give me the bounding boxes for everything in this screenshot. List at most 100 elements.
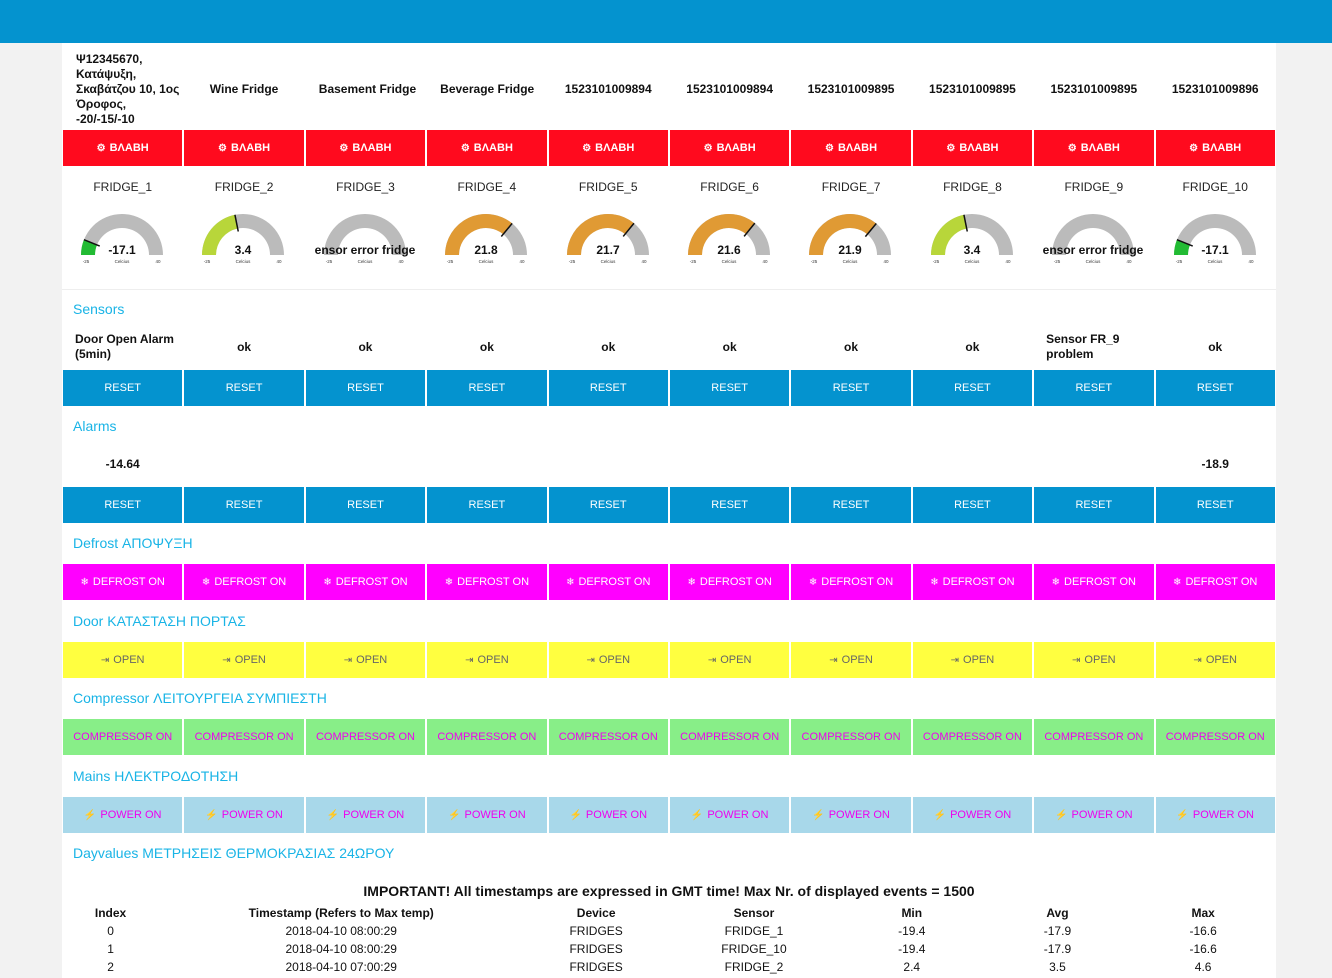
section-title-mains: Mains ΗΛΕΚΤΡΟΔΟΤΗΣΗ <box>73 768 239 784</box>
button-cell: ⇥ OPEN <box>183 642 304 678</box>
table-header-cell: Index <box>94 906 127 920</box>
button-cell: RESET <box>183 370 304 406</box>
compressor-button[interactable]: COMPRESSOR ON <box>669 719 790 755</box>
alarm-reset-button[interactable]: RESET <box>548 487 668 523</box>
alarm-reset-button[interactable]: RESET <box>184 487 304 523</box>
sensor-reset-button[interactable]: RESET <box>669 370 790 406</box>
power-button[interactable]: ⚡ POWER ON <box>912 797 1033 833</box>
compressor-button[interactable]: COMPRESSOR ON <box>791 719 911 755</box>
fridge-name: Ψ12345670, Κατάψυξη, Σκαβάτζου 10, 1ος Ό… <box>76 51 180 126</box>
defrost-icon: ❄ <box>566 576 575 588</box>
door-button[interactable]: ⇥ OPEN <box>548 642 668 678</box>
power-button[interactable]: ⚡ POWER ON <box>1034 797 1154 833</box>
sensor-reset-button[interactable]: RESET <box>184 370 304 406</box>
table-header-cell: Sensor <box>733 906 775 920</box>
button-cell: ❄ DEFROST ON <box>183 564 304 600</box>
power-button[interactable]: ⚡ POWER ON <box>427 797 547 833</box>
temperature-gauge: 21.6 -25 Celcius 40 <box>687 214 770 264</box>
compressor-button[interactable]: COMPRESSOR ON <box>63 719 183 755</box>
fault-button[interactable]: ⚙ ΒΛΑΒΗ <box>184 130 304 166</box>
defrost-icon: ❄ <box>80 576 89 588</box>
defrost-button[interactable]: ❄ DEFROST ON <box>912 564 1033 600</box>
sensor-reset-button[interactable]: RESET <box>427 370 547 406</box>
gear-icon: ⚙ <box>582 142 592 154</box>
defrost-button[interactable]: ❄ DEFROST ON <box>548 564 668 600</box>
alarm-reset-button[interactable]: RESET <box>427 487 547 523</box>
sensor-reset-button[interactable]: RESET <box>791 370 911 406</box>
button-cell: COMPRESSOR ON <box>1155 719 1276 755</box>
power-button[interactable]: ⚡ POWER ON <box>63 797 183 833</box>
button-label: ΒΛΑΒΗ <box>352 142 392 154</box>
sensor-status: ok <box>844 339 859 354</box>
fault-button[interactable]: ⚙ ΒΛΑΒΗ <box>791 130 911 166</box>
fault-button[interactable]: ⚙ ΒΛΑΒΗ <box>63 130 183 166</box>
gear-icon: ⚙ <box>218 142 227 154</box>
fault-button[interactable]: ⚙ ΒΛΑΒΗ <box>912 130 1033 166</box>
power-button[interactable]: ⚡ POWER ON <box>669 797 790 833</box>
sign-in-icon: ⇥ <box>950 654 960 666</box>
door-button[interactable]: ⇥ OPEN <box>1034 642 1154 678</box>
door-button[interactable]: ⇥ OPEN <box>912 642 1033 678</box>
compressor-button[interactable]: COMPRESSOR ON <box>1155 719 1275 755</box>
defrost-button[interactable]: ❄ DEFROST ON <box>669 564 790 600</box>
defrost-button[interactable]: ❄ DEFROST ON <box>63 564 183 600</box>
defrost-button[interactable]: ❄ DEFROST ON <box>791 564 911 600</box>
compressor-button[interactable]: COMPRESSOR ON <box>184 719 304 755</box>
power-button[interactable]: ⚡ POWER ON <box>184 797 304 833</box>
door-button[interactable]: ⇥ OPEN <box>305 642 426 678</box>
section-title-door: Door ΚΑΤΑΣΤΑΣΗ ΠΟΡΤΑΣ <box>73 613 246 629</box>
fault-button[interactable]: ⚙ ΒΛΑΒΗ <box>548 130 668 166</box>
fridge-name: 1523101009896 <box>1171 81 1259 96</box>
compressor-button[interactable]: COMPRESSOR ON <box>305 719 426 755</box>
defrost-button[interactable]: ❄ DEFROST ON <box>427 564 547 600</box>
button-label: ΒΛΑΒΗ <box>959 142 999 154</box>
compressor-button[interactable]: COMPRESSOR ON <box>912 719 1033 755</box>
defrost-icon: ❄ <box>1051 576 1061 588</box>
compressor-button[interactable]: COMPRESSOR ON <box>427 719 547 755</box>
power-button[interactable]: ⚡ POWER ON <box>305 797 426 833</box>
defrost-button[interactable]: ❄ DEFROST ON <box>1034 564 1154 600</box>
alarm-reset-button[interactable]: RESET <box>1034 487 1154 523</box>
fault-button[interactable]: ⚙ ΒΛΑΒΗ <box>427 130 547 166</box>
fault-button[interactable]: ⚙ ΒΛΑΒΗ <box>1034 130 1154 166</box>
defrost-button[interactable]: ❄ DEFROST ON <box>184 564 304 600</box>
divider <box>62 289 1276 290</box>
button-cell: RESET <box>183 487 304 523</box>
gmt-notice: IMPORTANT! All timestamps are expressed … <box>363 883 975 899</box>
defrost-button[interactable]: ❄ DEFROST ON <box>1155 564 1275 600</box>
power-button[interactable]: ⚡ POWER ON <box>791 797 911 833</box>
defrost-icon: ❄ <box>201 576 211 588</box>
sensor-reset-button[interactable]: RESET <box>912 370 1033 406</box>
defrost-button[interactable]: ❄ DEFROST ON <box>305 564 426 600</box>
compressor-button[interactable]: COMPRESSOR ON <box>1034 719 1154 755</box>
alarm-reset-button[interactable]: RESET <box>305 487 426 523</box>
button-cell: ⚡ POWER ON <box>1033 797 1154 833</box>
alarm-value <box>790 452 911 476</box>
door-button[interactable]: ⇥ OPEN <box>184 642 304 678</box>
sensor-reset-button[interactable]: RESET <box>1155 370 1275 406</box>
button-cell: ❄ DEFROST ON <box>548 564 669 600</box>
power-button[interactable]: ⚡ POWER ON <box>1155 797 1275 833</box>
alarm-reset-button[interactable]: RESET <box>791 487 911 523</box>
gauge-scale-label: -25 <box>568 259 575 264</box>
door-button[interactable]: ⇥ OPEN <box>1155 642 1275 678</box>
power-button[interactable]: ⚡ POWER ON <box>548 797 668 833</box>
alarm-reset-button[interactable]: RESET <box>1155 487 1275 523</box>
sensor-reset-button[interactable]: RESET <box>305 370 426 406</box>
alarm-reset-button[interactable]: RESET <box>63 487 183 523</box>
alarm-reset-button[interactable]: RESET <box>912 487 1033 523</box>
door-button[interactable]: ⇥ OPEN <box>669 642 790 678</box>
table-cell: FRIDGES <box>569 924 623 938</box>
fault-button[interactable]: ⚙ ΒΛΑΒΗ <box>1155 130 1275 166</box>
compressor-button[interactable]: COMPRESSOR ON <box>548 719 668 755</box>
door-button[interactable]: ⇥ OPEN <box>791 642 911 678</box>
fault-button[interactable]: ⚙ ΒΛΑΒΗ <box>669 130 790 166</box>
button-cell: ⚙ ΒΛΑΒΗ <box>1033 130 1154 166</box>
sensor-reset-button[interactable]: RESET <box>63 370 183 406</box>
alarm-reset-button[interactable]: RESET <box>669 487 790 523</box>
fault-button[interactable]: ⚙ ΒΛΑΒΗ <box>305 130 426 166</box>
door-button[interactable]: ⇥ OPEN <box>63 642 183 678</box>
sensor-reset-button[interactable]: RESET <box>548 370 668 406</box>
sensor-reset-button[interactable]: RESET <box>1034 370 1154 406</box>
door-button[interactable]: ⇥ OPEN <box>427 642 547 678</box>
